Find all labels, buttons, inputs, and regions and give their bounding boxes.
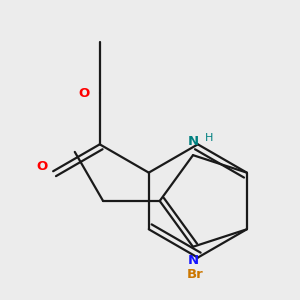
Text: N: N bbox=[188, 254, 199, 267]
Text: O: O bbox=[78, 87, 89, 100]
Text: H: H bbox=[205, 133, 213, 143]
Text: Br: Br bbox=[187, 268, 203, 281]
Text: N: N bbox=[188, 135, 199, 148]
Text: O: O bbox=[36, 160, 47, 173]
